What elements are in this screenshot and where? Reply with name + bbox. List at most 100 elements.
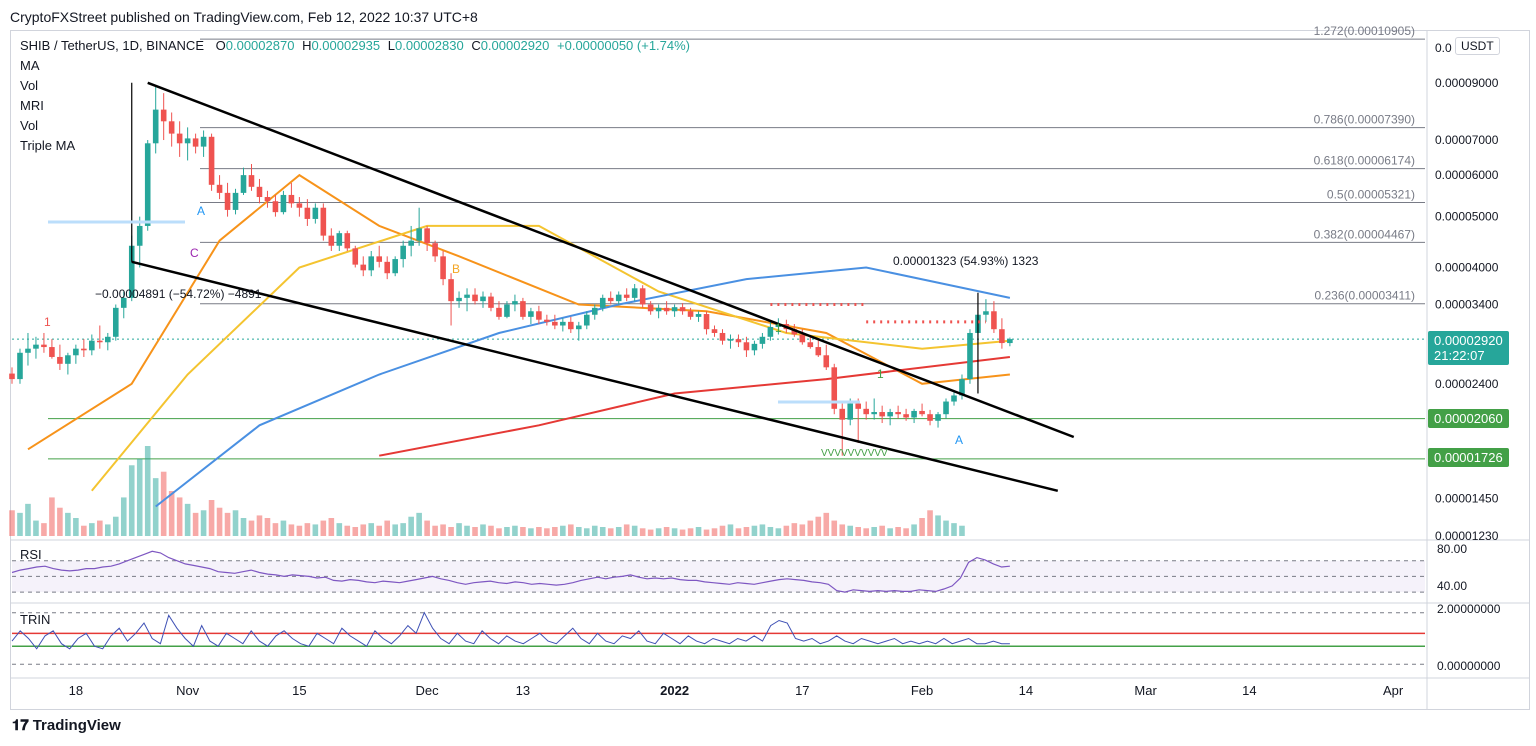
fib-level-label: 0.382(0.00004467) xyxy=(1314,227,1415,241)
volume-bar xyxy=(120,497,127,536)
candle-body xyxy=(73,348,79,356)
current-price-tag: 0.00002920 21:22:07 xyxy=(1428,331,1509,365)
marker-1-label-3: 1 xyxy=(44,315,51,329)
fib-level-label: 0.786(0.00007390) xyxy=(1314,113,1415,127)
candle-body xyxy=(416,228,422,241)
volume-bar xyxy=(57,507,63,536)
candle-body xyxy=(839,408,846,420)
candle-body xyxy=(392,259,398,274)
candle-body xyxy=(735,339,742,343)
volume-bar xyxy=(759,524,766,536)
volume-bar xyxy=(408,516,414,536)
volume-bar xyxy=(360,524,367,536)
ohlc-c-value: 0.00002920 xyxy=(480,38,550,53)
candle-body xyxy=(831,367,838,409)
volume-bar xyxy=(480,524,486,536)
legend-indicator-ma[interactable]: MA xyxy=(20,58,40,73)
candle-body xyxy=(65,355,71,364)
currency-unit-button[interactable]: USDT xyxy=(1455,37,1500,55)
volume-bar xyxy=(544,528,550,536)
candle-body xyxy=(855,403,861,409)
candle-body xyxy=(895,412,901,415)
candle-body xyxy=(695,314,702,317)
volume-bar xyxy=(336,523,343,536)
volume-bar xyxy=(456,523,462,536)
candle-body xyxy=(823,355,830,368)
volume-bar xyxy=(97,520,103,536)
legend-indicator-vol-2[interactable]: Vol xyxy=(20,118,39,133)
volume-bar xyxy=(703,529,710,536)
volume-bar xyxy=(599,527,606,536)
candle-body xyxy=(576,325,582,330)
candle-body xyxy=(424,228,430,244)
candle-body xyxy=(320,207,327,236)
volume-bar xyxy=(783,525,790,536)
ohlc-h-value: 0.00002935 xyxy=(311,38,381,53)
volume-bar xyxy=(376,525,383,536)
volume-bar xyxy=(496,528,502,536)
candle-body xyxy=(847,403,854,420)
candle-body xyxy=(967,332,973,380)
candle-body xyxy=(216,184,223,193)
candle-body xyxy=(208,136,215,185)
volume-bar xyxy=(767,527,774,536)
tradingview-logo[interactable]: 𝟏𝟕 TradingView xyxy=(12,717,121,734)
candle-body xyxy=(344,233,351,249)
volume-bar xyxy=(751,525,758,536)
candle-body xyxy=(144,143,151,226)
volume-bar xyxy=(560,525,566,536)
volume-bar xyxy=(9,510,15,536)
marker-1-label: 1 xyxy=(775,321,782,335)
volume-bar xyxy=(33,520,39,536)
legend-indicator-mri[interactable]: MRI xyxy=(20,98,44,113)
volume-bar xyxy=(81,525,87,536)
volume-bar xyxy=(432,525,438,536)
candle-body xyxy=(911,410,917,418)
volume-bar xyxy=(927,510,933,536)
candle-body xyxy=(232,192,239,210)
candle-body xyxy=(192,138,199,147)
legend-main[interactable]: SHIB / TetherUS, 1D, BINANCE O0.00002870… xyxy=(20,38,690,53)
time-axis-label: 14 xyxy=(1242,683,1256,698)
volume-bar xyxy=(192,512,199,536)
candle-body xyxy=(583,314,590,326)
volume-bar xyxy=(879,525,885,536)
time-axis-label: Nov xyxy=(176,683,200,698)
volume-bar xyxy=(160,471,167,536)
candle-body xyxy=(49,347,55,357)
candle-body xyxy=(89,340,95,351)
volume-bar xyxy=(288,524,295,536)
volume-bar xyxy=(73,518,79,536)
volume-bar xyxy=(831,520,838,536)
moving-average-line xyxy=(379,356,1011,457)
candle-body xyxy=(25,348,31,353)
support-price-tag-1: 0.00002060 xyxy=(1428,409,1509,428)
publisher-caption: CryptoFXStreet published on TradingView.… xyxy=(10,9,478,25)
volume-bar xyxy=(304,523,311,536)
price-scale-label: 0.00001450 xyxy=(1435,492,1499,506)
volume-bar xyxy=(184,503,191,536)
volume-bar xyxy=(903,528,909,536)
candle-body xyxy=(759,336,766,344)
candle-body xyxy=(520,301,526,317)
fib-level-label: 0.5(0.00005321) xyxy=(1327,187,1415,201)
candle-body xyxy=(81,348,87,351)
candle-body xyxy=(568,321,574,330)
candle-body xyxy=(663,307,670,312)
time-axis-label: Apr xyxy=(1383,683,1404,698)
candle-body xyxy=(464,294,470,298)
rsi-tick-80: 80.00 xyxy=(1437,542,1467,556)
volume-bar xyxy=(799,524,806,536)
volume-bar xyxy=(25,503,31,536)
time-axis-label: Dec xyxy=(416,683,440,698)
candle-body xyxy=(703,314,710,330)
legend-indicator-triple-ma[interactable]: Triple MA xyxy=(20,138,76,153)
volume-bar xyxy=(855,527,861,536)
candle-body xyxy=(919,410,925,415)
symbol-label[interactable]: SHIB / TetherUS, 1D, BINANCE xyxy=(20,38,204,53)
legend-indicator-vol[interactable]: Vol xyxy=(20,78,39,93)
trin-pane-label: TRIN xyxy=(20,612,50,627)
candle-body xyxy=(639,288,646,305)
candle-body xyxy=(887,412,893,417)
